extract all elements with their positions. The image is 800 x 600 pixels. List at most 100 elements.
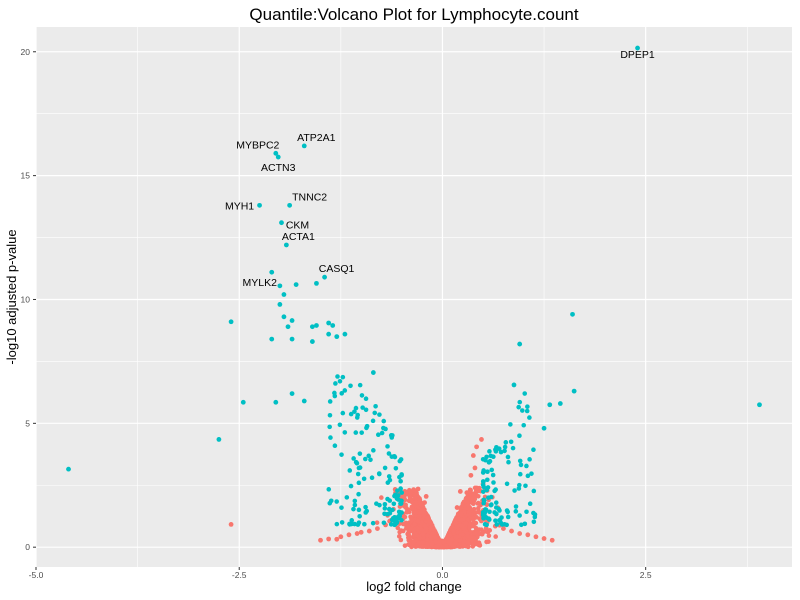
data-point [434,544,439,549]
data-point [281,314,287,320]
data-point [462,509,467,514]
data-point [379,495,384,500]
data-point [541,425,547,431]
data-point [301,143,307,149]
data-point [439,544,444,550]
data-point [394,519,400,525]
data-point [519,408,525,413]
data-point [330,323,336,328]
data-point [403,489,409,495]
data-point [357,382,363,388]
data-point [363,504,368,510]
data-point [517,433,522,438]
data-point [407,534,413,540]
data-point [416,540,422,546]
data-point [359,393,365,398]
data-point [404,510,410,515]
data-point [480,511,486,517]
data-point [517,482,522,488]
data-point [465,544,471,550]
data-point [417,497,423,503]
data-point [344,495,350,500]
data-point [415,518,421,524]
data-point [390,507,395,513]
data-point [410,506,415,512]
data-point [357,465,363,470]
data-point [557,401,563,406]
data-point [463,521,469,526]
data-point [387,477,393,483]
data-point [524,463,529,469]
data-point [363,456,368,462]
data-point [327,412,333,418]
data-point [492,510,497,515]
data-point [517,471,523,477]
x-tick-label: -5.0 [29,570,44,580]
data-point [346,532,352,538]
data-point [386,474,392,479]
data-point [425,537,430,542]
data-point [423,526,429,531]
data-point [327,424,332,430]
data-point [525,473,531,479]
data-point [525,404,530,409]
data-point [532,514,538,520]
data-point [549,537,555,543]
x-axis-title: log2 fold change [366,579,461,594]
data-point [391,501,397,507]
data-point [397,458,403,464]
data-point [413,499,418,505]
data-point [490,472,496,478]
data-point [428,534,433,539]
data-point [505,514,511,520]
data-point [216,437,222,442]
data-point [493,518,498,523]
point-cloud [326,374,538,550]
significant-points [66,45,762,472]
gene-label: ATP2A1 [297,132,335,144]
data-point [463,499,468,504]
data-point [309,324,315,330]
data-point [491,480,496,485]
data-point [474,489,480,494]
data-point [289,318,295,323]
data-point [327,399,333,404]
data-point [474,485,479,491]
data-point [351,456,356,461]
gene-label: ACTA1 [282,231,315,243]
data-point [332,443,338,448]
data-point [409,499,415,505]
data-point [314,280,319,286]
data-point [327,500,333,506]
data-point [269,336,275,342]
data-point [475,509,481,515]
data-point [531,488,537,494]
data-point [502,448,507,454]
chart-title: Quantile:Volcano Plot for Lymphocyte.cou… [249,5,578,24]
data-point [498,449,504,455]
x-tick-label: 2.5 [640,570,652,580]
data-point [451,528,456,534]
data-point [333,381,338,386]
data-point [496,506,502,512]
data-point [485,469,490,475]
x-axis-ticks: -5.0 -2.5 0.0 2.5 [29,567,652,580]
data-point [405,523,411,528]
data-point [485,477,490,483]
data-point [386,451,392,456]
data-point [322,274,327,280]
data-point [420,531,426,537]
data-point [351,506,356,512]
data-point [66,466,71,472]
data-point [289,336,295,342]
data-point [339,452,344,457]
data-point [635,45,640,51]
data-point [493,534,498,539]
data-point [444,544,449,549]
data-point [326,487,332,492]
data-point [277,283,283,289]
data-point [454,534,460,540]
data-point [529,471,534,476]
data-point [506,459,511,465]
data-point [465,495,471,500]
